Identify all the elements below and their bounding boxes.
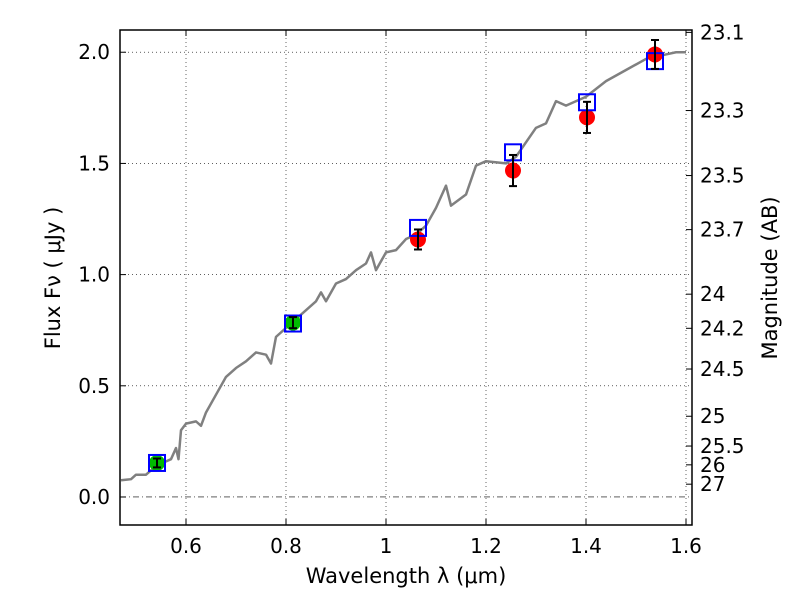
y2-tick-label: 24.2 (700, 316, 745, 340)
y-tick-label: 0.0 (78, 485, 110, 509)
model-box (148, 453, 166, 472)
y2-tick-label: 24.5 (700, 357, 745, 381)
y2-tick-label: 23.7 (700, 218, 745, 242)
error-bar (414, 228, 422, 251)
x-tick-label: 0.8 (270, 534, 302, 558)
axes: 0.6 0.8 1 1.2 1.4 1.6 0.0 0.5 1.0 1.5 2.0 23.1 23.3 2… (78, 20, 744, 558)
y-tick-label: 1.5 (78, 151, 110, 175)
y-tick-label: 0.5 (78, 374, 110, 398)
x-tick-label: 1.6 (670, 534, 702, 558)
y2-tick-label: 23.5 (700, 164, 745, 188)
y2-axis-label: Magnitude (AB) (758, 196, 782, 359)
y-tick-label: 1.0 (78, 263, 110, 287)
y-axis-label: Flux Fν ( μJy ) (41, 207, 65, 350)
x-tick-label: 1.2 (470, 534, 502, 558)
y2-tick-label: 23.1 (700, 20, 745, 44)
error-bar (289, 316, 297, 330)
y2-tick-label: 23.3 (700, 99, 745, 123)
model-box (284, 314, 302, 333)
y2-tick-label: 24 (700, 282, 725, 306)
error-bar (509, 153, 517, 188)
error-bar (153, 457, 161, 469)
y2-tick-label: 25.5 (700, 434, 745, 458)
x-tick-label: 0.6 (170, 534, 202, 558)
y2-tick-label: 26 (700, 453, 725, 477)
y2-tick-label: 25 (700, 404, 725, 428)
error-bar (583, 100, 591, 134)
x-axis-label: Wavelength λ (μm) (306, 564, 507, 588)
error-bar (651, 39, 659, 70)
spectrum-line (120, 50, 686, 482)
x-tick-label: 1 (380, 534, 393, 558)
y2-tick-label: 27 (700, 472, 725, 496)
plot-area (120, 39, 686, 482)
plot-frame (119, 29, 693, 526)
grid (120, 30, 692, 525)
x-tick-label: 1.4 (570, 534, 602, 558)
y-tick-label: 2.0 (78, 40, 110, 64)
